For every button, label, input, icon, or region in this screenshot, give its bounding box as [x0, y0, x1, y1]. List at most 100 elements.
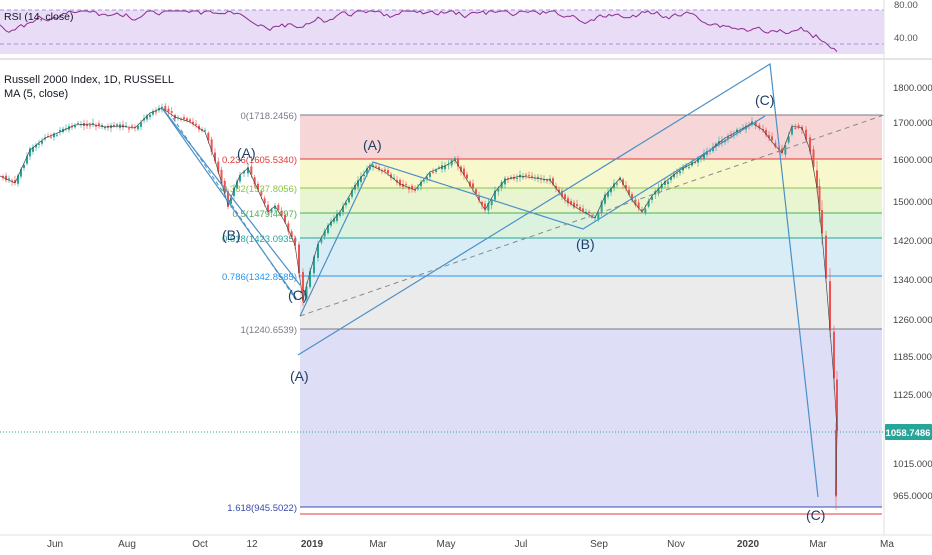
candle-body — [243, 171, 245, 174]
wave-line-large-abc[interactable] — [297, 62, 819, 498]
candle-body — [821, 210, 823, 234]
candle-body — [628, 189, 630, 195]
candle-body — [92, 122, 94, 124]
wave-label-c-3[interactable]: (C) — [806, 507, 825, 523]
candle-body — [777, 147, 780, 149]
time-tick: 12 — [246, 539, 258, 550]
candle-body — [758, 125, 761, 129]
candle-body — [432, 171, 434, 173]
ma-indicator-label[interactable]: MA (5, close) — [4, 88, 69, 100]
wave-label-b-1[interactable]: (B) — [222, 227, 241, 243]
candle-body — [664, 181, 666, 186]
candle-body — [305, 286, 308, 299]
wave-label-c-1[interactable]: (C) — [288, 287, 307, 303]
candle-body — [372, 165, 374, 167]
time-tick: Jun — [47, 539, 63, 550]
wave-label-a-3[interactable]: (A) — [363, 137, 382, 153]
candle-body — [818, 186, 821, 211]
candle-body — [670, 177, 672, 180]
wave-label-a-2[interactable]: (A) — [290, 368, 309, 384]
candle-body — [263, 198, 266, 204]
candle-body — [280, 210, 283, 216]
fib-label-1: 0.236(1605.5340) — [222, 155, 297, 166]
candle-body — [333, 218, 335, 222]
candle-body — [472, 183, 474, 189]
wave-line-abc-upper[interactable] — [299, 115, 766, 317]
last-price-tag: 1058.7486 — [885, 424, 932, 440]
candle-body — [330, 221, 332, 226]
candle-body — [41, 140, 43, 144]
wave-line-a-down[interactable] — [161, 107, 301, 286]
time-tick: Sep — [590, 539, 608, 550]
candle-body — [257, 183, 259, 190]
price-tick: 965.0000 — [893, 491, 932, 502]
candle-body — [487, 202, 490, 211]
candle-body — [718, 141, 720, 144]
candle-body — [230, 198, 232, 204]
candle-body — [829, 281, 831, 331]
candle-body — [2, 175, 4, 178]
candle-body — [700, 158, 702, 160]
candle-body — [134, 126, 136, 128]
candle-body — [460, 166, 462, 172]
rsi-tick-40: 40.00 — [894, 33, 918, 44]
candle-body — [95, 125, 97, 127]
candle-body — [143, 118, 145, 121]
candle-body — [429, 173, 431, 177]
candle-body — [408, 186, 410, 190]
candle-body — [420, 181, 422, 187]
wave-line-a-down-lower[interactable] — [161, 107, 297, 299]
candle-body — [131, 125, 133, 127]
candle-body — [835, 430, 837, 497]
time-axis[interactable]: Jun Aug Oct 12 2019 Mar May Jul Sep Nov 2020 Mar Ma — [47, 539, 894, 550]
candle-body — [600, 201, 603, 212]
candle-body — [625, 185, 627, 189]
candle-body — [513, 177, 515, 180]
fib-label-3: 0.5(1479.4497) — [233, 209, 297, 220]
wave-channel-dashed[interactable] — [172, 117, 297, 301]
candle-body — [438, 167, 440, 169]
candle-body — [104, 127, 106, 129]
candle-body — [170, 111, 173, 113]
candle-body — [651, 196, 653, 200]
last-price-value: 1058.7486 — [886, 428, 931, 439]
candle-body — [466, 174, 468, 179]
candle-body — [637, 202, 640, 208]
rsi-indicator-label[interactable]: RSI (14, close) — [4, 11, 73, 23]
candle-body — [576, 204, 578, 207]
wave-label-a-1[interactable]: (A) — [237, 145, 256, 161]
candle-body — [673, 173, 675, 178]
wave-label-c-2[interactable]: (C) — [755, 92, 774, 108]
candle-body — [183, 117, 185, 120]
wave-label-b-2[interactable]: (B) — [576, 236, 595, 252]
fib-zone-3 — [300, 213, 882, 238]
candle-body — [697, 158, 699, 163]
candle-body — [754, 121, 757, 126]
candle-body — [267, 204, 269, 212]
time-tick: Aug — [118, 539, 136, 550]
candle-body — [721, 140, 723, 143]
time-tick: Mar — [809, 539, 827, 550]
candle-body — [475, 189, 477, 194]
candle-body — [546, 180, 548, 182]
fib-label-5: 0.786(1342.8585) — [222, 272, 297, 283]
candle-body — [29, 148, 31, 157]
candle-body — [313, 256, 315, 274]
fib-zone-2 — [300, 188, 882, 213]
candle-body — [387, 170, 389, 174]
candle-body — [247, 167, 249, 174]
candle-body — [239, 175, 241, 182]
candle-body — [345, 202, 347, 206]
candle-body — [137, 125, 139, 130]
candle-body — [128, 128, 130, 130]
dashed-trend-line[interactable] — [299, 114, 885, 317]
candle-body — [167, 108, 170, 112]
candle-body — [363, 174, 365, 176]
candle-body — [447, 164, 450, 166]
candle-body — [426, 176, 428, 180]
candle-body — [591, 216, 593, 218]
fibonacci-levels: 0(1718.2456) 0.236(1605.5340) 0.382(1537.8… — [222, 111, 882, 515]
candle-body — [679, 171, 681, 174]
candle-body — [274, 205, 276, 209]
